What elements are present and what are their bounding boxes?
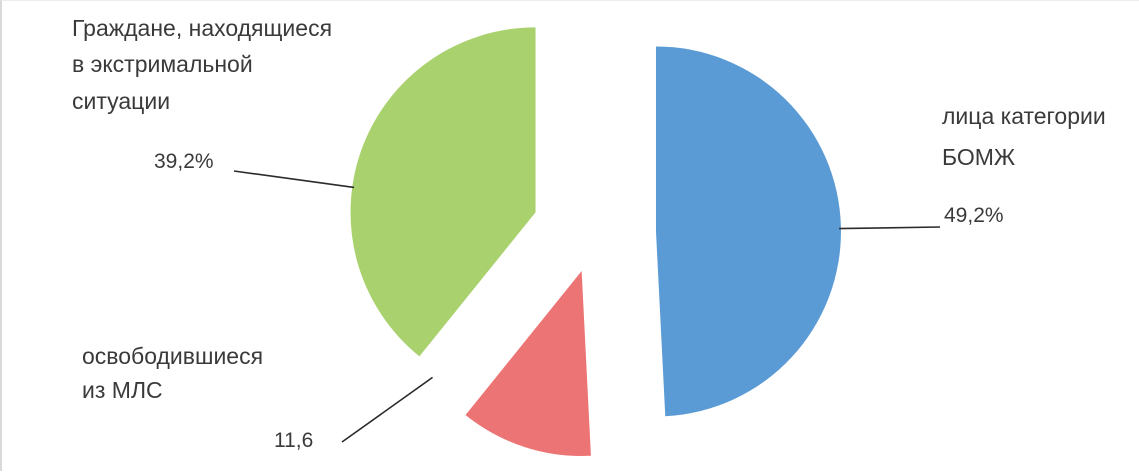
leader-line-extreme <box>233 170 355 189</box>
category-label-extreme-line-2: в экстримальной <box>72 51 253 77</box>
category-label-extreme: Граждане, находящиеся в экстримальной си… <box>72 15 338 114</box>
slice-bomzh <box>655 46 841 417</box>
data-label-mls: 11,6 <box>274 429 313 452</box>
category-label-mls: освободившиеся из МЛС <box>82 343 269 403</box>
leader-line-mls <box>341 376 434 443</box>
data-label-bomzh: 49,2% <box>944 204 1004 227</box>
category-label-mls-line-1: освободившиеся <box>82 343 263 369</box>
category-label-extreme-line-3: ситуации <box>72 88 170 114</box>
category-label-bomzh-line-1: лица категории <box>942 103 1106 129</box>
category-label-mls-line-2: из МЛС <box>82 377 163 403</box>
category-label-bomzh-line-2: БОМЖ <box>942 144 1015 170</box>
leader-line-bomzh <box>839 226 941 230</box>
data-label-extreme: 39,2% <box>154 150 214 173</box>
slice-mls <box>465 271 591 457</box>
slice-extreme <box>350 27 536 357</box>
category-label-bomzh: лица категории БОМЖ <box>942 103 1112 170</box>
category-label-extreme-line-1: Граждане, находящиеся <box>72 15 332 41</box>
